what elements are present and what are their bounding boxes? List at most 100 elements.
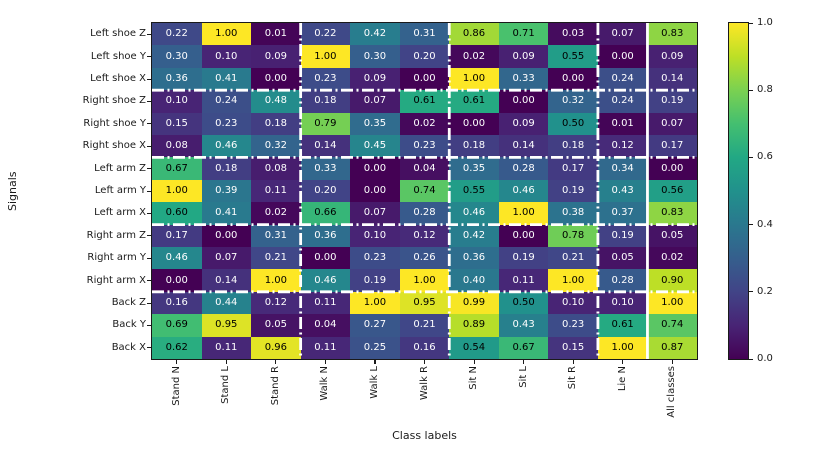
heatmap-cell: 0.00 [350,179,400,203]
axis-tick [275,360,277,364]
heatmap-cell: 0.00 [399,67,450,91]
heatmap-cell: 0.22 [300,23,351,46]
axis-tick [749,156,753,158]
heatmap-cell: 0.07 [350,202,400,225]
heatmap-cell: 0.08 [251,157,301,180]
heatmap-cell: 0.42 [350,23,400,46]
heatmap-cell: 0.14 [498,135,549,158]
axis-tick [147,56,151,58]
y-tick-label: Left arm Z [94,162,146,174]
heatmap-cell: 0.46 [449,202,499,225]
axis-tick [225,360,227,364]
heatmap-cell: 0.33 [300,157,351,180]
heatmap-cell: 0.12 [597,135,648,158]
heatmap-cell: 0.18 [251,112,301,135]
heatmap-cell: 0.74 [647,314,697,337]
heatmap-cell: 0.28 [597,269,648,292]
heatmap-cell: 0.16 [152,291,202,315]
heatmap-cell: 0.24 [597,90,648,113]
x-tick-label: Stand R [269,366,281,406]
heatmap-cell: 1.00 [251,269,301,292]
heatmap-cell: 0.02 [647,247,697,270]
heatmap-cell: 0.02 [399,112,450,135]
x-tick-label: Walk N [319,366,331,401]
heatmap-cell: 0.31 [251,224,301,247]
heatmap-cell: 0.10 [548,291,598,315]
y-tick-label: Left shoe Y [90,50,146,62]
heatmap-cell: 0.18 [300,90,351,113]
heatmap-cell: 0.18 [548,135,598,158]
axis-tick [671,360,673,364]
y-tick-label: Back X [111,341,146,353]
colorbar-tick-label: 0.8 [757,84,773,96]
heatmap-cell: 0.14 [300,135,351,158]
y-tick-label: Right arm Z [86,229,146,241]
heatmap-cell: 0.18 [201,157,252,180]
heatmap-cell: 0.03 [548,23,598,46]
heatmap-plot-area: 0.22 1.00 0.01 0.22 0.42 0.31 0.86 0.71 0.03 0.07… [151,22,698,360]
heatmap-cell: 0.12 [399,224,450,247]
heatmap-cell: 0.02 [449,45,499,68]
heatmap-cell: 0.15 [152,112,202,135]
heatmap-cell: 0.09 [350,67,400,91]
heatmap-cell: 0.23 [350,247,400,270]
axis-tick [147,145,151,147]
axis-tick [147,123,151,125]
heatmap-cell: 0.04 [399,157,450,180]
heatmap-cell: 0.69 [152,314,202,337]
axis-tick [147,347,151,349]
heatmap-cell: 0.46 [300,269,351,292]
heatmap-cell: 0.90 [647,269,697,292]
heatmap-cell: 0.00 [498,90,549,113]
heatmap-cell: 0.46 [498,179,549,203]
heatmap-cell: 0.11 [201,336,252,359]
axis-tick [147,168,151,170]
y-tick-label: Right arm X [86,274,146,286]
heatmap-cell: 0.67 [152,157,202,180]
heatmap-cell: 0.28 [498,157,549,180]
heatmap-cell: 0.17 [647,135,697,158]
heatmap-cell: 0.25 [350,336,400,359]
heatmap-cell: 0.26 [399,247,450,270]
heatmap-cell: 0.05 [251,314,301,337]
y-tick-label: Left shoe Z [90,28,146,40]
heatmap-cell: 0.11 [251,179,301,203]
heatmap-cell: 0.09 [498,45,549,68]
heatmap-cell: 0.09 [498,112,549,135]
heatmap-cell: 0.23 [201,112,252,135]
heatmap-cell: 0.28 [399,202,450,225]
heatmap-cell: 0.38 [548,202,598,225]
heatmap-cell: 0.09 [647,45,697,68]
heatmap-cell: 0.95 [399,291,450,315]
heatmap-cell: 0.07 [597,23,648,46]
heatmap-cell: 0.34 [597,157,648,180]
heatmap-cell: 0.00 [647,157,697,180]
axis-tick [324,360,326,364]
heatmap-cell: 0.20 [399,45,450,68]
heatmap-cell: 0.42 [449,224,499,247]
heatmap-cell: 0.66 [300,202,351,225]
x-tick-label: Lie N [616,366,628,392]
heatmap-cell: 0.17 [548,157,598,180]
axis-tick [749,22,753,24]
heatmap-cell: 0.56 [647,179,697,203]
heatmap-cell: 0.12 [251,291,301,315]
y-tick-label: Left arm Y [94,185,146,196]
heatmap-cell: 0.19 [548,179,598,203]
colorbar-tick-label: 1.0 [757,17,773,28]
heatmap-cell: 0.46 [201,135,252,158]
heatmap-cell: 0.05 [647,224,697,247]
axis-tick [749,224,753,226]
heatmap-cell: 0.43 [498,314,549,337]
heatmap-cell: 0.22 [152,23,202,46]
heatmap-cell: 0.96 [251,336,301,359]
heatmap-cell: 0.35 [449,157,499,180]
axis-tick [749,358,753,360]
heatmap-cell: 0.04 [300,314,351,337]
heatmap-cell: 0.45 [350,135,400,158]
y-tick-label: Right shoe Y [83,117,146,129]
heatmap-cell: 0.54 [449,336,499,359]
axis-tick [176,360,178,364]
heatmap-cell: 1.00 [548,269,598,292]
